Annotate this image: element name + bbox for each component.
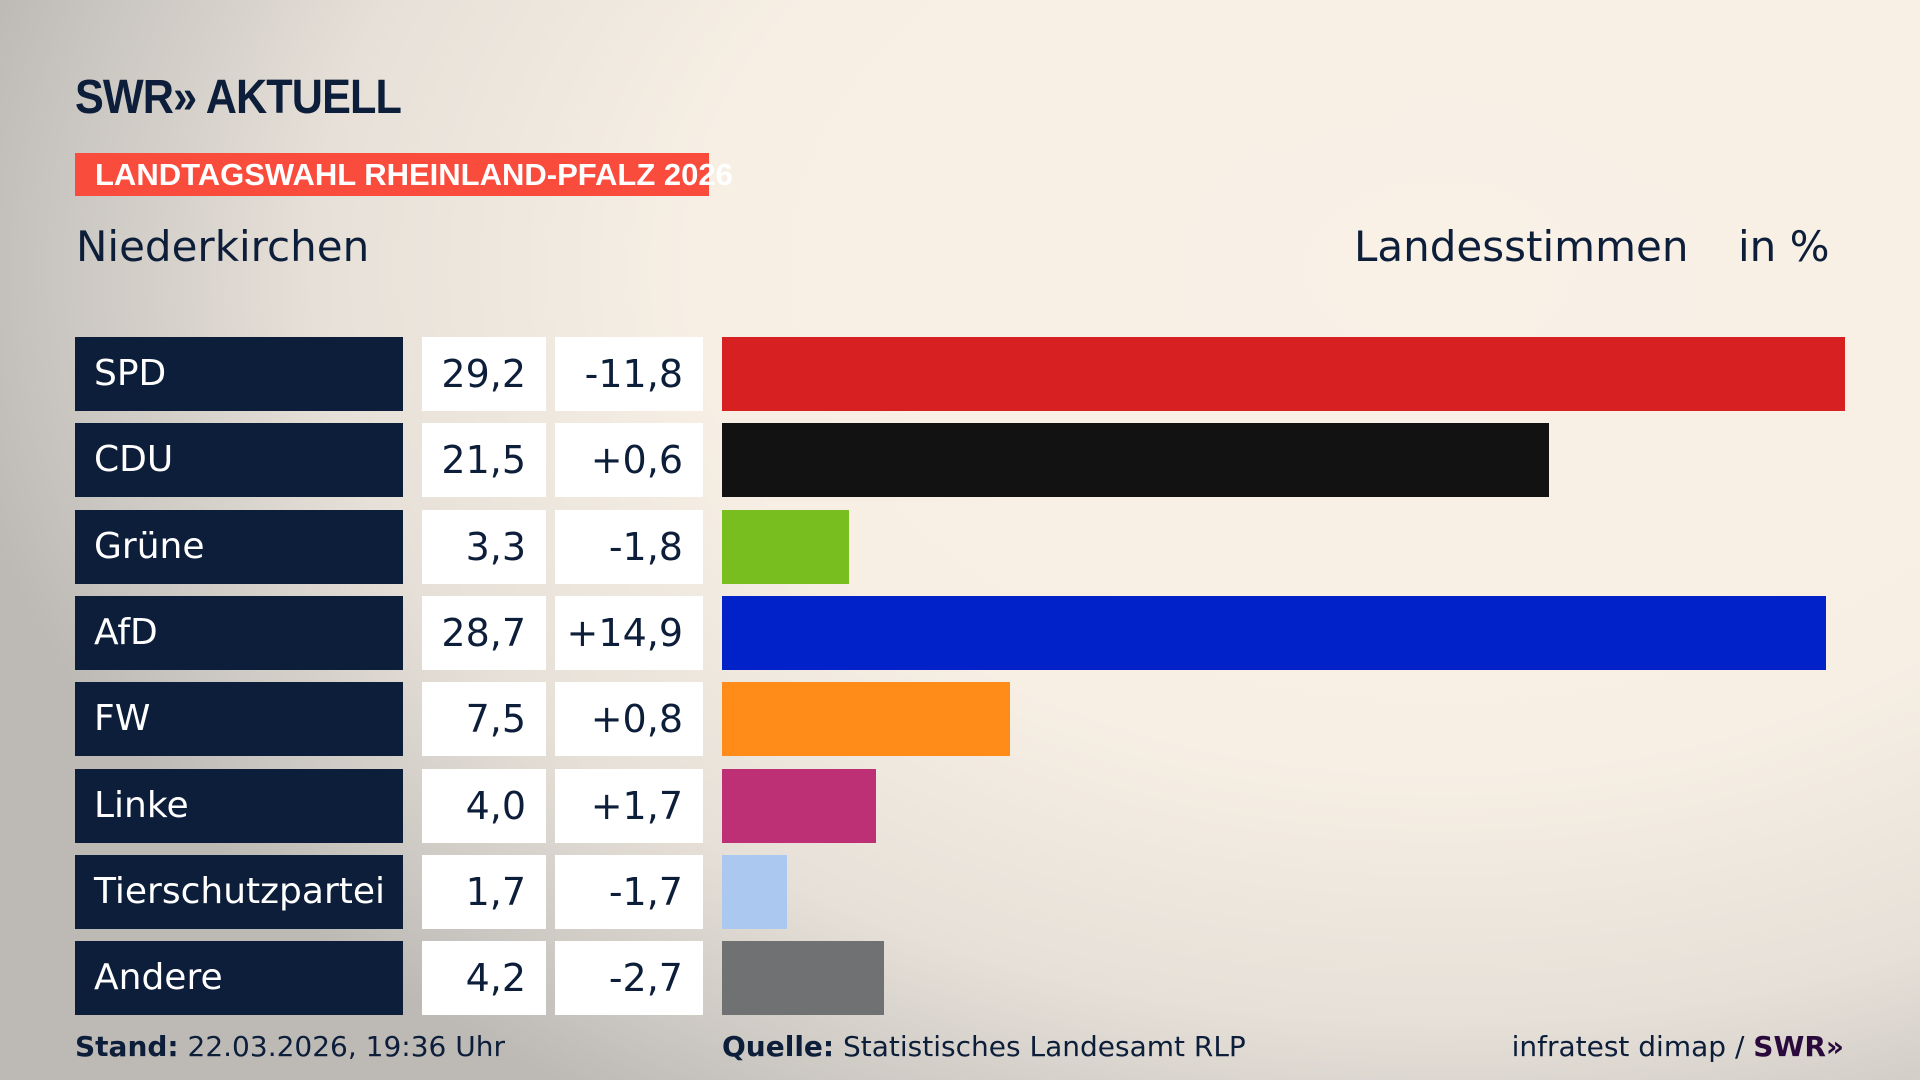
party-label: FW (75, 682, 403, 757)
result-row: FW 7,5 +0,8 (0, 682, 1920, 757)
timestamp: Stand: 22.03.2026, 19:36 Uhr (75, 1030, 505, 1063)
change-label: -1,8 (555, 509, 703, 584)
credit-text: infratest dimap / (1511, 1030, 1745, 1063)
result-row: SPD 29,2 -11,8 (0, 337, 1920, 411)
change-label: -1,7 (555, 854, 703, 929)
change-label: +14,9 (555, 595, 703, 670)
bar-grüne (722, 509, 849, 584)
value-label: 29,2 (422, 337, 546, 411)
vote-type-label: Landesstimmen (1354, 222, 1689, 271)
party-label: Andere (75, 941, 403, 1016)
result-row: Tierschutzpartei 1,7 -1,7 (0, 854, 1920, 929)
bar-linke (722, 768, 876, 843)
stand-label: Stand: (75, 1030, 179, 1063)
source-value: Statistisches Landesamt RLP (843, 1030, 1246, 1063)
party-label: Grüne (75, 509, 403, 584)
result-row: AfD 28,7 +14,9 (0, 595, 1920, 670)
bar-cdu (722, 423, 1549, 498)
bar-andere (722, 941, 884, 1016)
value-label: 7,5 (422, 682, 546, 757)
bar-afd (722, 595, 1826, 670)
party-label: AfD (75, 595, 403, 670)
result-row: Andere 4,2 -2,7 (0, 941, 1920, 1016)
value-label: 21,5 (422, 423, 546, 498)
change-label: +0,8 (555, 682, 703, 757)
value-label: 4,0 (422, 768, 546, 843)
bar-fw (722, 682, 1011, 757)
value-label: 28,7 (422, 595, 546, 670)
change-label: +0,6 (555, 423, 703, 498)
bar-tierschutzpartei (722, 854, 788, 929)
party-label: SPD (75, 337, 403, 411)
change-label: +1,7 (555, 768, 703, 843)
value-label: 1,7 (422, 854, 546, 929)
swr-aktuell-logo: SWR» AKTUELL (75, 71, 402, 124)
result-row: Grüne 3,3 -1,8 (0, 509, 1920, 584)
party-label: Tierschutzpartei (75, 854, 403, 929)
bar-spd (722, 337, 1845, 411)
location-title: Niederkirchen (76, 222, 370, 271)
source-label: Quelle: (722, 1030, 835, 1063)
credit: infratest dimap / SWR» (1512, 1030, 1844, 1063)
result-row: Linke 4,0 +1,7 (0, 768, 1920, 843)
election-banner: LANDTAGSWAHL RHEINLAND-PFALZ 2026 (75, 153, 733, 196)
value-label: 3,3 (422, 509, 546, 584)
change-label: -11,8 (555, 337, 703, 411)
change-label: -2,7 (555, 941, 703, 1016)
party-label: CDU (75, 423, 403, 498)
result-row: CDU 21,5 +0,6 (0, 423, 1920, 498)
value-label: 4,2 (422, 941, 546, 1016)
party-label: Linke (75, 768, 403, 843)
unit-label: in % (1738, 222, 1830, 271)
swr-small-logo: SWR» (1753, 1030, 1844, 1063)
source: Quelle: Statistisches Landesamt RLP (722, 1030, 1246, 1063)
stand-value: 22.03.2026, 19:36 Uhr (187, 1030, 505, 1063)
